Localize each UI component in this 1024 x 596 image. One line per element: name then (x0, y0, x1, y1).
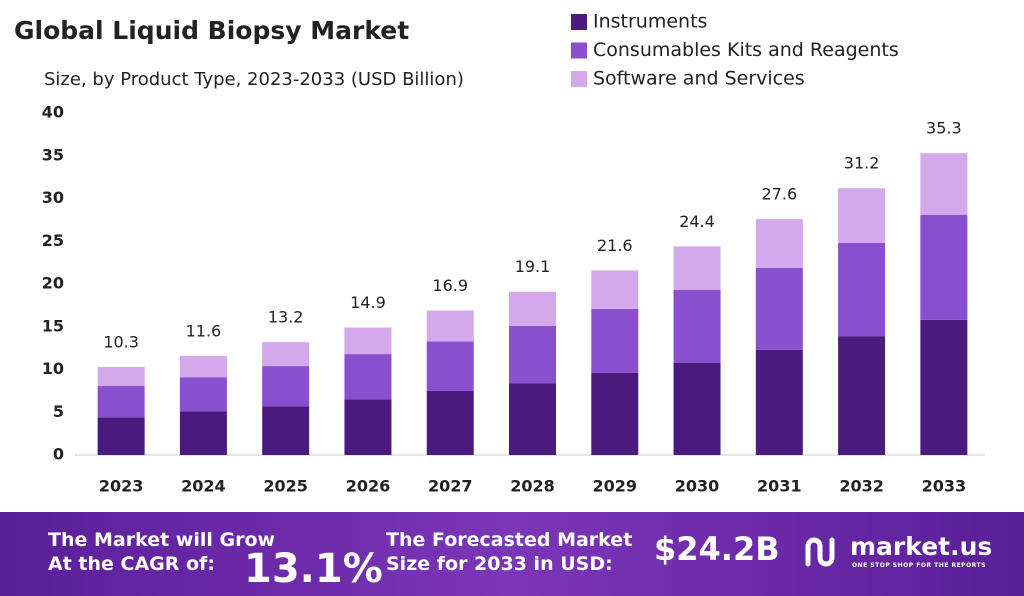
total-label: 19.1 (515, 257, 551, 276)
bar-segment (838, 188, 886, 243)
bar-segment (673, 362, 721, 455)
cagr-text: The Market will Grow At the CAGR of: (48, 528, 275, 576)
bar-segment (97, 417, 145, 455)
total-label: 14.9 (350, 293, 386, 312)
logo-icon (805, 537, 835, 567)
forecast-text: The Forecasted Market Size for 2033 in U… (386, 528, 632, 576)
total-label: 24.4 (679, 212, 715, 231)
y-tick-label: 5 (53, 402, 64, 421)
x-tick-label: 2023 (99, 477, 144, 496)
bar-segment (920, 153, 968, 215)
chart-subtitle: Size, by Product Type, 2023-2033 (USD Bi… (44, 69, 464, 90)
x-tick-label: 2027 (428, 477, 473, 496)
bar-segment (591, 372, 639, 455)
x-tick-label: 2029 (593, 477, 638, 496)
total-label: 31.2 (844, 154, 880, 173)
bar-segment (179, 411, 227, 455)
footer: The Market will Grow At the CAGR of: 13.… (0, 512, 1024, 596)
bar-segment (509, 383, 556, 455)
legend-swatch (571, 14, 587, 30)
bar-segment (755, 267, 803, 350)
x-tick-label: 2030 (675, 477, 720, 496)
bar-segment (591, 308, 639, 373)
bar-segment (262, 406, 310, 455)
y-tick-label: 40 (42, 103, 64, 122)
bar-segment (344, 354, 392, 400)
forecast-value: $24.2B (654, 530, 780, 568)
y-tick-label: 0 (53, 445, 64, 464)
bar-segment (426, 390, 474, 455)
total-label: 11.6 (186, 321, 222, 340)
total-label: 10.3 (103, 332, 139, 351)
bar-segment (344, 399, 392, 455)
x-tick-label: 2028 (510, 477, 555, 496)
y-tick-label: 35 (42, 145, 64, 164)
bar-segment (179, 355, 227, 378)
text-line: The Forecasted Market (386, 529, 633, 551)
x-tick-label: 2026 (346, 477, 391, 496)
bar-segment (755, 219, 803, 268)
x-tick-label: 2031 (757, 477, 802, 496)
y-tick-label: 15 (42, 316, 64, 335)
bar-segment (673, 246, 721, 290)
bar-segment (179, 377, 227, 412)
x-tick-label: 2024 (181, 477, 226, 496)
bar-segment (97, 385, 145, 418)
bar-segment (509, 291, 556, 326)
bar-segment (838, 242, 886, 337)
bar-segment (509, 325, 556, 384)
text-line: At the CAGR of: (48, 553, 215, 575)
chart-title: Global Liquid Biopsy Market (14, 16, 409, 45)
y-tick-label: 25 (42, 231, 64, 250)
bar-segment (920, 214, 968, 320)
total-label: 27.6 (762, 185, 798, 204)
brand: market.us (850, 532, 993, 561)
total-label: 21.6 (597, 236, 633, 255)
total-label: 16.9 (432, 276, 468, 295)
x-tick-label: 2033 (922, 477, 967, 496)
x-tick-label: 2025 (263, 477, 308, 496)
bar-segment (262, 342, 310, 367)
tagline: ONE STOP SHOP FOR THE REPORTS (852, 562, 986, 569)
legend-label: Consumables Kits and Reagents (593, 39, 899, 61)
bar-segment (920, 319, 968, 455)
legend-swatch (571, 71, 587, 87)
chart: Global Liquid Biopsy Market Size, by Pro… (14, 11, 985, 496)
y-tick-label: 30 (42, 188, 64, 207)
cagr-value: 13.1% (244, 546, 383, 592)
y-tick-label: 20 (42, 274, 64, 293)
legend-swatch (571, 42, 587, 59)
total-label: 35.3 (926, 119, 962, 138)
bar-segment (673, 289, 721, 363)
legend-label: Instruments (593, 11, 707, 33)
bar-segment (591, 270, 639, 309)
text-line: The Market will Grow (48, 529, 276, 551)
y-tick-label: 10 (42, 359, 64, 378)
bar-segment (426, 341, 474, 391)
bar-segment (755, 349, 803, 455)
text-line: Size for 2033 in USD: (386, 553, 613, 575)
bar-segment (838, 336, 886, 455)
legend-label: Software and Services (593, 68, 805, 90)
total-label: 13.2 (268, 308, 304, 327)
bar-segment (262, 366, 310, 407)
bar-segment (97, 366, 145, 386)
bar-segment (426, 310, 474, 342)
bar-segment (344, 327, 392, 355)
x-tick-label: 2032 (839, 477, 884, 496)
